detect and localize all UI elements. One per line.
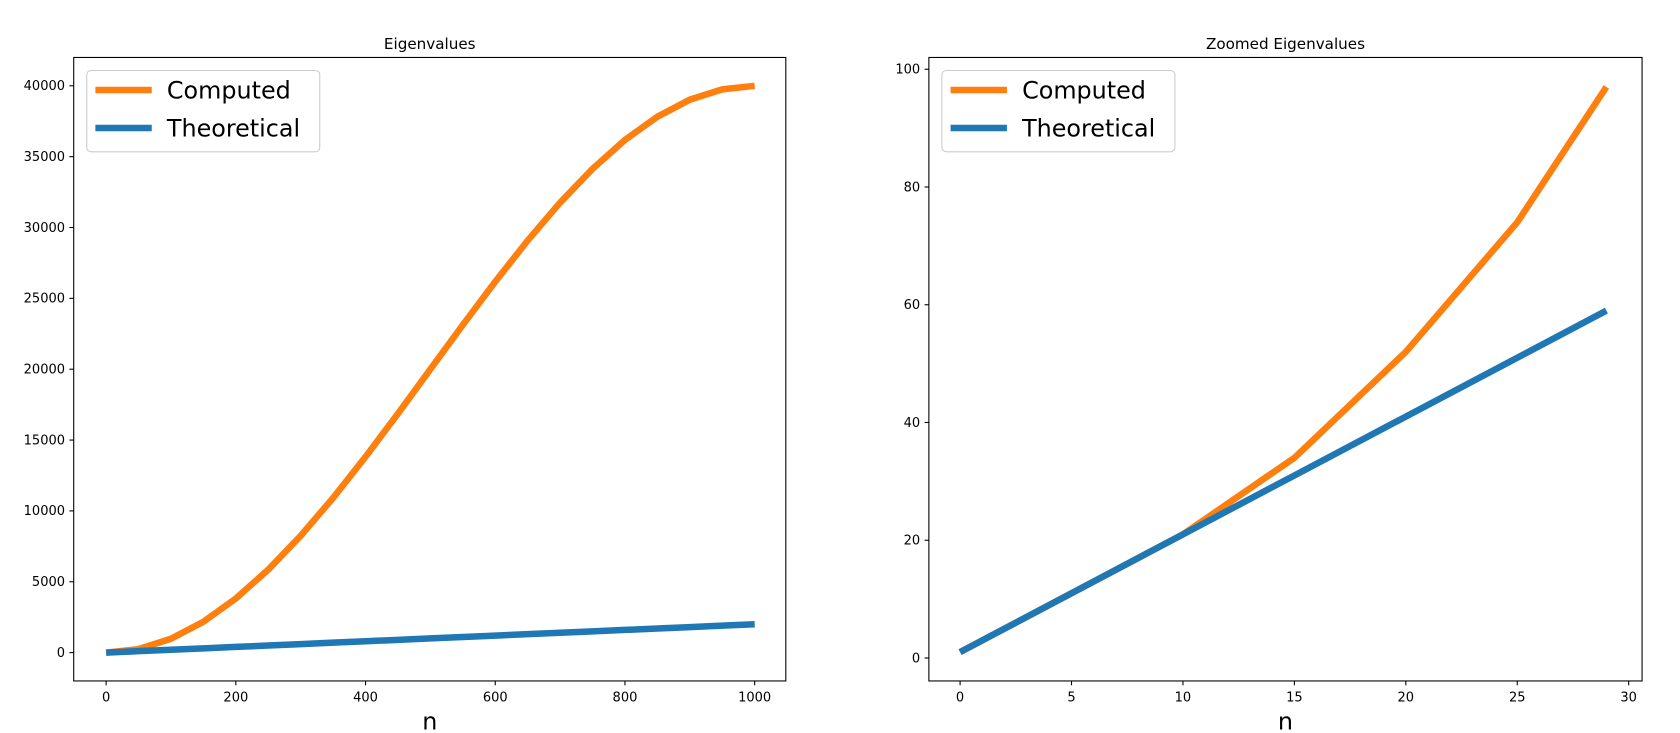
x-tick-label: 200 [223, 691, 248, 706]
axes-frame [73, 56, 787, 682]
x-tick-label: 15 [1286, 691, 1303, 706]
y-tick-label: 0 [57, 646, 65, 661]
x-tick-label: 800 [613, 691, 638, 706]
x-tick-label: 10 [1175, 691, 1192, 706]
y-tick-label: 40000 [24, 79, 65, 94]
data-line [105, 82, 756, 656]
x-tick-label: 25 [1509, 691, 1526, 706]
x-tick-label: 20 [1398, 691, 1415, 706]
y-tick-label: 15000 [24, 433, 65, 448]
x-tick-label: 0 [102, 691, 110, 706]
y-tick-label: 5000 [32, 575, 65, 590]
x-tick-label: 30 [1620, 691, 1637, 706]
x-tick-label: 1000 [738, 691, 771, 706]
x-tick-label: 0 [956, 691, 964, 706]
y-tick-label: 20000 [24, 363, 65, 378]
x-tick-label: 5 [1067, 691, 1075, 706]
legend-label: Computed [167, 77, 291, 105]
y-tick-label: 40 [904, 416, 921, 431]
y-tick-label: 10000 [24, 504, 65, 519]
data-line [105, 621, 755, 656]
axes-frame [928, 56, 1643, 682]
legend-label: Theoretical [1021, 115, 1155, 143]
y-tick-label: 80 [904, 180, 921, 195]
x-tick-label: 600 [483, 691, 508, 706]
y-tick-label: 0 [912, 651, 920, 666]
data-line [958, 85, 1610, 655]
y-tick-label: 25000 [24, 292, 65, 307]
y-tick-label: 30000 [24, 221, 65, 236]
chart-title: Eigenvalues [384, 35, 476, 53]
x-tick-label: 400 [353, 691, 378, 706]
chart-title: Zoomed Eigenvalues [1206, 35, 1365, 53]
x-axis-label: n [1278, 708, 1293, 733]
data-line [958, 307, 1608, 655]
y-tick-label: 35000 [24, 150, 65, 165]
y-tick-label: 100 [895, 63, 920, 78]
x-axis-label: n [422, 708, 437, 733]
legend-label: Theoretical [166, 115, 300, 143]
y-tick-label: 60 [904, 298, 921, 313]
legend-label: Computed [1022, 77, 1146, 105]
y-tick-label: 20 [904, 534, 921, 549]
